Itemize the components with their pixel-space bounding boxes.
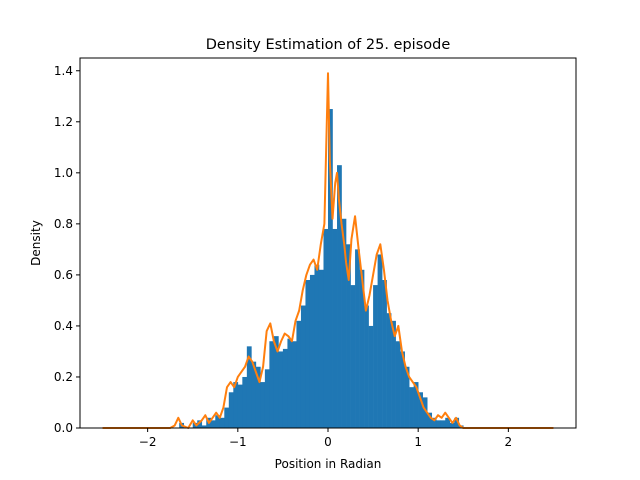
histogram-bar xyxy=(395,341,401,428)
kde-line xyxy=(102,72,554,429)
histogram-bar xyxy=(296,320,302,428)
x-tick-label: 0 xyxy=(324,435,332,449)
x-tick-label: 2 xyxy=(505,435,513,449)
x-tick-label: −2 xyxy=(139,435,157,449)
histogram-bar xyxy=(318,269,324,428)
histogram-bar xyxy=(282,348,288,428)
y-tick-label: 0.2 xyxy=(54,370,73,384)
histogram-bar xyxy=(341,218,347,428)
x-axis-ticks: −2 −1 0 1 2 xyxy=(139,428,512,449)
histogram-bar xyxy=(350,285,356,428)
histogram-bar xyxy=(328,109,333,428)
histogram-bar xyxy=(314,264,320,428)
histogram-bar xyxy=(409,387,414,428)
histogram-bar xyxy=(332,228,338,428)
chart-title: Density Estimation of 25. episode xyxy=(206,37,451,53)
histogram-bar xyxy=(440,420,446,428)
y-tick-label: 1.2 xyxy=(54,115,73,129)
histogram-bar xyxy=(278,351,284,428)
histogram-bar xyxy=(251,361,257,428)
histogram-bar xyxy=(373,285,378,428)
histogram-bar xyxy=(382,280,387,428)
histogram-bar xyxy=(273,336,279,428)
histogram-bar xyxy=(454,417,460,428)
histogram-bars xyxy=(179,109,464,429)
histogram-bar xyxy=(355,249,360,428)
histogram-bar xyxy=(368,325,374,428)
histogram-bar xyxy=(269,341,275,428)
histogram-bar xyxy=(445,417,451,428)
histogram-bar xyxy=(422,397,428,428)
histogram-bar xyxy=(449,422,455,428)
y-tick-label: 0.8 xyxy=(54,217,73,231)
histogram-bar xyxy=(413,382,419,428)
histogram-bar xyxy=(237,384,243,428)
y-tick-label: 0.6 xyxy=(54,268,73,282)
histogram-bar xyxy=(377,254,383,428)
histogram-bar xyxy=(260,382,266,428)
histogram-bar xyxy=(219,417,225,428)
histogram-bar xyxy=(215,415,221,428)
y-axis-ticks: 0.0 0.2 0.4 0.6 0.8 1.0 1.2 1.4 xyxy=(54,64,80,435)
histogram-bar xyxy=(436,420,442,428)
histogram-bar xyxy=(201,425,207,428)
histogram-bar xyxy=(242,376,248,428)
histogram-bar xyxy=(391,320,396,428)
histogram-bar xyxy=(346,244,351,428)
histogram-bar xyxy=(228,392,234,428)
histogram-bar xyxy=(386,313,392,428)
x-tick-label: 1 xyxy=(414,435,422,449)
histogram-bar xyxy=(323,228,329,428)
x-tick-label: −1 xyxy=(229,435,247,449)
histogram-bar xyxy=(210,420,216,428)
y-tick-label: 1.4 xyxy=(54,64,73,78)
histogram-bar xyxy=(305,280,311,428)
histogram-bar xyxy=(431,417,437,428)
x-axis-label: Position in Radian xyxy=(275,457,382,471)
y-tick-label: 1.0 xyxy=(54,166,73,180)
y-tick-label: 0.4 xyxy=(54,319,73,333)
histogram-bar xyxy=(400,351,405,428)
histogram-bar xyxy=(300,305,306,428)
histogram-bar xyxy=(224,407,230,428)
histogram-bar xyxy=(197,420,203,428)
histogram-bar xyxy=(246,346,252,428)
histogram-bar xyxy=(287,338,293,428)
histogram-bar xyxy=(427,412,433,428)
histogram-bar xyxy=(359,269,365,428)
histogram-bar xyxy=(264,369,270,428)
histogram-bar xyxy=(418,392,423,428)
y-axis-label: Density xyxy=(29,220,43,266)
histogram-bar xyxy=(309,274,315,428)
histogram-bar xyxy=(255,366,261,428)
histogram-bar xyxy=(337,165,342,429)
y-tick-label: 0.0 xyxy=(54,421,73,435)
histogram-bar xyxy=(233,382,239,428)
histogram-bar xyxy=(291,341,297,428)
histogram-bar xyxy=(404,366,410,428)
histogram-bar xyxy=(364,305,369,428)
